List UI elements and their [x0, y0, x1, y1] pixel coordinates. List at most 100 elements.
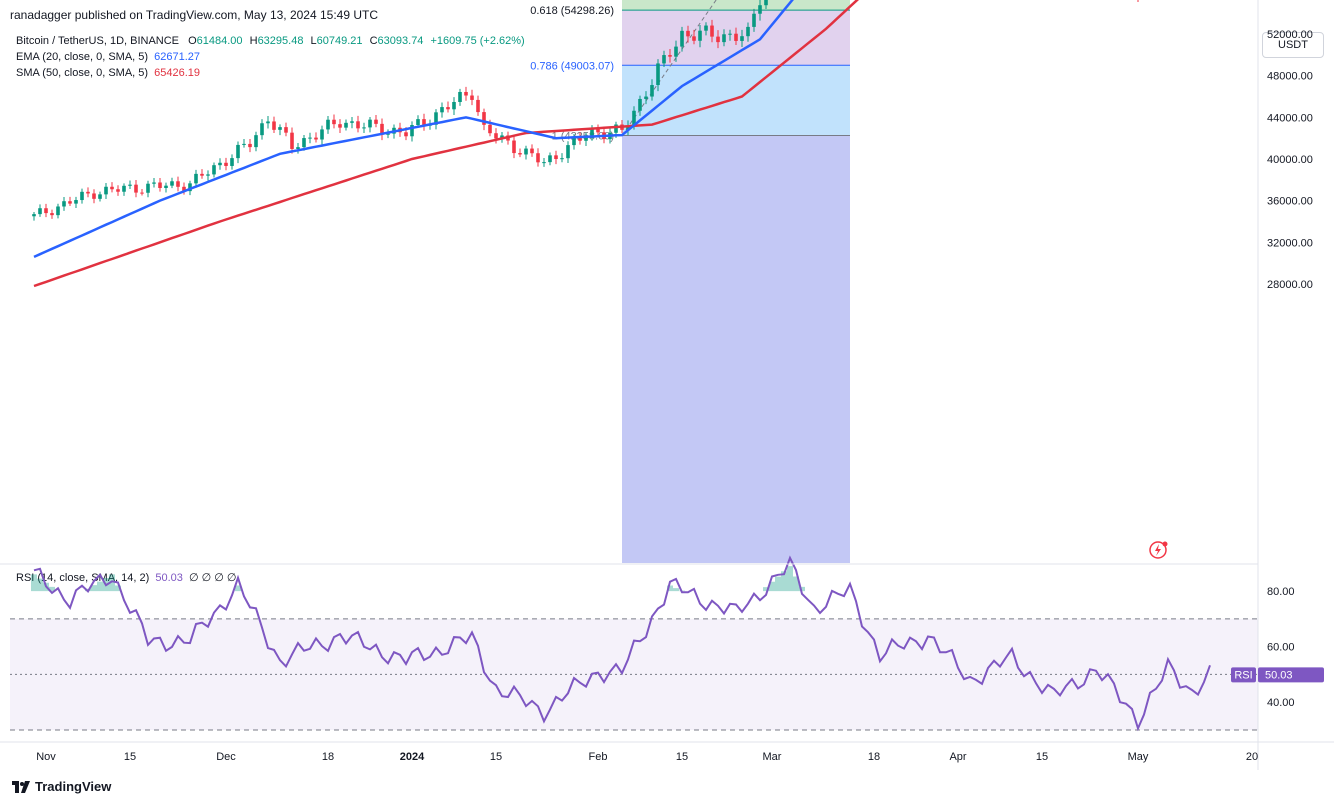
rsi-overbought-fill	[31, 566, 805, 592]
candle-body	[650, 85, 654, 97]
candle-body	[314, 137, 318, 140]
candle-body	[674, 46, 678, 57]
candle-body	[266, 121, 270, 124]
candle-body	[56, 206, 60, 216]
candle-body	[374, 119, 378, 124]
ema20-line	[33, 0, 794, 259]
candle-body	[158, 182, 162, 188]
tradingview-logo-text: TradingView	[35, 779, 112, 794]
candle-body	[116, 189, 120, 192]
candle-body	[596, 128, 600, 133]
candle-body	[662, 55, 666, 64]
candle-body	[446, 107, 450, 110]
candle-body	[74, 200, 78, 204]
candle-body	[560, 158, 564, 160]
candle-body	[758, 5, 762, 14]
candle-body	[518, 153, 522, 155]
close-value: 63093.74	[377, 35, 424, 47]
candle-body	[308, 137, 312, 139]
candle-body	[578, 137, 582, 141]
candle-body	[410, 125, 414, 137]
candle-body	[704, 25, 708, 31]
candle-body	[236, 144, 240, 159]
fib-level-label: 0.618 (54298.26)	[530, 5, 614, 17]
fib-zone	[622, 0, 850, 11]
candle-body	[38, 208, 42, 215]
time-axis-tick: Dec	[216, 751, 236, 763]
price-tags: SMA:MA65426.19BTCUSDT63093.74+84.75%08:1…	[1231, 667, 1324, 683]
tradingview-logo-icon	[12, 780, 30, 793]
candle-body	[590, 128, 594, 138]
price-axis-tick: 40000.00	[1267, 154, 1313, 166]
candle-body	[344, 122, 348, 128]
currency-button[interactable]: USDT	[1262, 32, 1324, 58]
ema-label: EMA (20, close, 0, SMA, 5)	[16, 51, 149, 63]
rsi-tag-label-bg	[1231, 667, 1256, 683]
high-value: 63295.48	[257, 35, 304, 47]
candle-body	[386, 133, 390, 135]
candle-body	[524, 148, 528, 155]
candle-body	[104, 186, 108, 195]
candle-body	[734, 33, 738, 41]
candle-body	[350, 121, 354, 123]
candle-body	[692, 36, 696, 41]
candle-body	[614, 124, 618, 133]
fib-retracement[interactable]: 0 (73777.00)0.236 (66338.52)0.382 (61736…	[530, 0, 850, 563]
time-axis-tick: 2024	[400, 751, 425, 763]
rsi-tag-label: RSI	[1234, 669, 1252, 681]
candle-body	[92, 193, 96, 199]
candle-body	[254, 135, 258, 148]
time-axis-tick: 18	[322, 751, 334, 763]
price-axis-tick: 52000.00	[1267, 29, 1313, 41]
high-label: H	[249, 35, 258, 47]
price-axis-tick: 44000.00	[1267, 112, 1313, 124]
candle-body	[98, 194, 102, 199]
candle-body	[494, 133, 498, 139]
candle-body	[146, 183, 150, 193]
candle-body	[644, 96, 648, 99]
legend-sma[interactable]: SMA (50, close, 0, SMA, 5) 65426.19	[16, 67, 200, 79]
candle-body	[416, 119, 420, 126]
candle-body	[32, 214, 36, 217]
candle-body	[452, 101, 456, 110]
candle-body	[50, 213, 54, 216]
candle-body	[332, 119, 336, 125]
candle-body	[536, 153, 540, 163]
alert-icon[interactable]	[1149, 541, 1168, 559]
candle-body	[272, 121, 276, 130]
candle-body	[752, 13, 756, 27]
candle-body	[362, 127, 366, 129]
candle-body	[164, 185, 168, 188]
candle-body	[716, 36, 720, 43]
fib-zone-extension	[622, 135, 850, 563]
candle-body	[422, 119, 426, 126]
candle-body	[200, 173, 204, 176]
candle-body	[740, 36, 744, 41]
candle-body	[206, 174, 210, 176]
price-axis-tick: 28000.00	[1267, 279, 1313, 291]
legend-price: Bitcoin / TetherUS, 1D, BINANCE O61484.0…	[16, 35, 525, 47]
legend-rsi[interactable]: RSI (14, close, SMA, 14, 2) 50.03 ∅ ∅ ∅ …	[16, 571, 236, 584]
candle-body	[44, 208, 48, 214]
candle-body	[698, 30, 702, 41]
candle-body	[512, 140, 516, 154]
price-axis-tick: 36000.00	[1267, 196, 1313, 208]
rsi-line	[33, 555, 1211, 732]
candle-body	[476, 99, 480, 113]
candle-body	[320, 129, 324, 140]
candle-body	[746, 26, 750, 37]
candle-body	[110, 186, 114, 190]
candle-body	[656, 63, 660, 86]
legend-ema[interactable]: EMA (20, close, 0, SMA, 5) 62671.27	[16, 51, 200, 63]
candle-body	[290, 132, 294, 149]
low-value: 60749.21	[316, 35, 363, 47]
symbol-title[interactable]: Bitcoin / TetherUS, 1D, BINANCE	[16, 35, 180, 47]
candle-body	[554, 155, 558, 160]
candle-body	[212, 165, 216, 175]
candle-body	[134, 184, 138, 193]
candle-body	[488, 124, 492, 134]
time-axis-tick: Apr	[949, 751, 966, 763]
close-label: C	[369, 35, 378, 47]
candle-body	[404, 132, 408, 137]
